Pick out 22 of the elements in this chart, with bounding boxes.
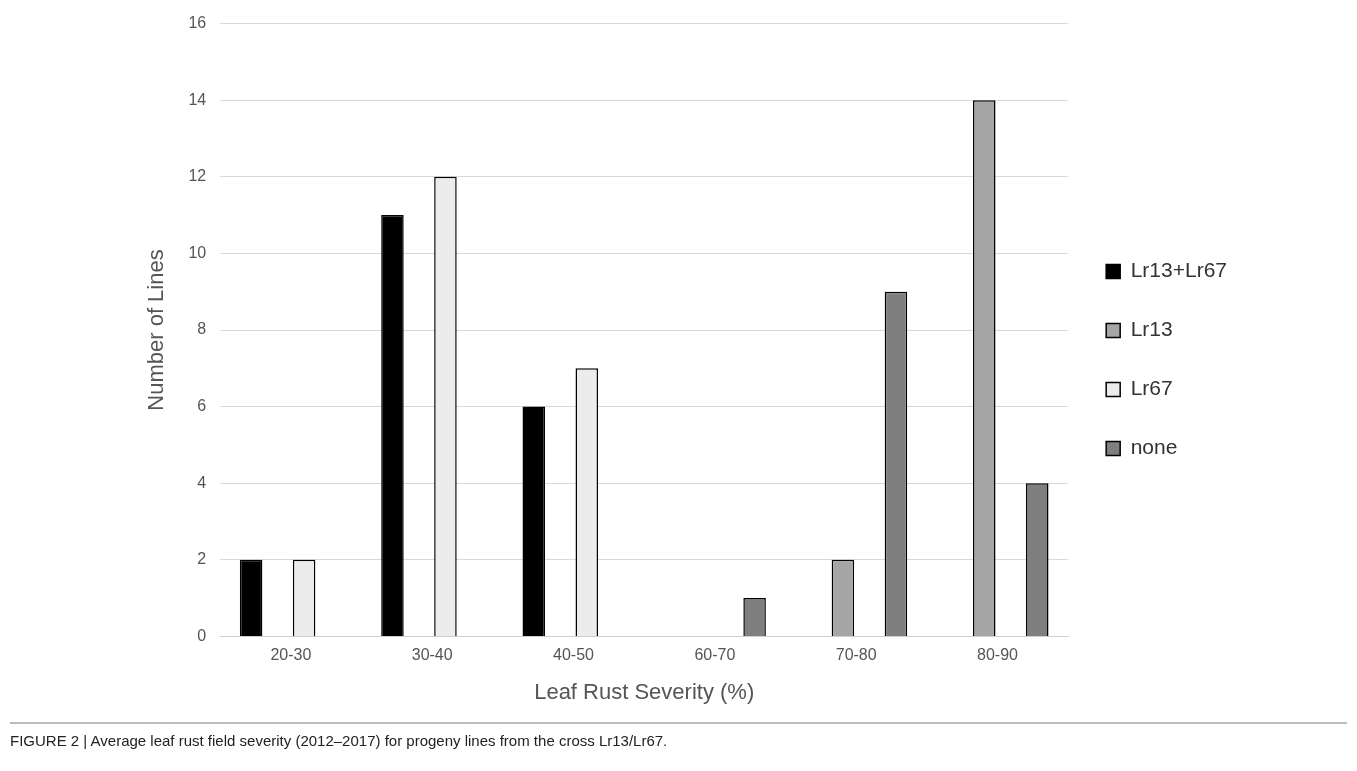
legend-label: none [1130,435,1178,459]
y-tick-label: 16 [188,14,207,32]
x-tick-label: 40-50 [553,646,595,664]
y-tick-label: 12 [188,167,207,185]
y-tick-label: 14 [188,90,207,108]
x-axis-title: Leaf Rust Severity (%) [534,678,755,704]
legend-label: Lr13+Lr67 [1130,258,1227,282]
x-tick-label: 20-30 [270,646,312,664]
y-tick-label: 4 [197,473,207,491]
legend-label: Lr13 [1130,317,1173,341]
x-tick-label: 70-80 [835,646,877,664]
y-tick-label: 10 [188,243,207,261]
y-tick-label: 2 [197,550,207,568]
y-tick-label: 6 [197,397,207,415]
x-tick-label: 30-40 [411,646,453,664]
x-tick-label: 60-70 [694,646,736,664]
legend-label: Lr67 [1130,376,1173,400]
x-tick-label: 80-90 [977,646,1019,664]
y-axis-title: Number of Lines [143,249,169,411]
y-tick-label: 8 [197,320,207,338]
y-tick-label: 0 [197,626,207,644]
caption: FIGURE 2 | Average leaf rust field severity (2012–2017) for progeny lines from the cross Lr13/Lr67. [10,722,1347,749]
